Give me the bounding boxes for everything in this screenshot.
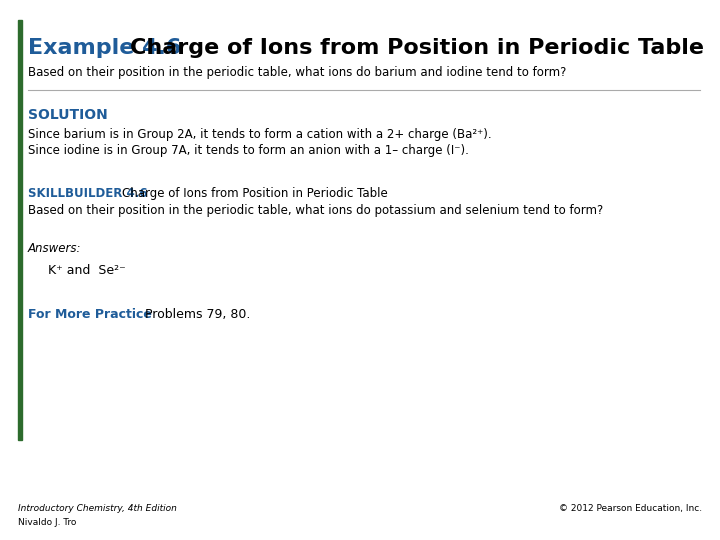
Text: Nivaldo J. Tro: Nivaldo J. Tro [18,518,76,527]
Text: Charge of Ions from Position in Periodic Table: Charge of Ions from Position in Periodic… [122,187,388,200]
Text: For More Practice: For More Practice [28,308,152,321]
Text: Based on their position in the periodic table, what ions do potassium and seleni: Based on their position in the periodic … [28,204,603,217]
Text: Answers:: Answers: [28,242,81,255]
Text: Problems 79, 80.: Problems 79, 80. [145,308,251,321]
Text: K⁺ and  Se²⁻: K⁺ and Se²⁻ [40,264,126,277]
Text: Based on their position in the periodic table, what ions do barium and iodine te: Based on their position in the periodic … [28,66,567,79]
Text: Example 4.6: Example 4.6 [28,38,189,58]
Text: SOLUTION: SOLUTION [28,108,108,122]
Text: Charge of Ions from Position in Periodic Table: Charge of Ions from Position in Periodic… [130,38,704,58]
Text: © 2012 Pearson Education, Inc.: © 2012 Pearson Education, Inc. [559,504,702,513]
Text: SKILLBUILDER 4.6: SKILLBUILDER 4.6 [28,187,148,200]
Text: Introductory Chemistry, 4th Edition: Introductory Chemistry, 4th Edition [18,504,177,513]
Text: Since iodine is in Group 7A, it tends to form an anion with a 1– charge (I⁻).: Since iodine is in Group 7A, it tends to… [28,144,469,157]
Text: Since barium is in Group 2A, it tends to form a cation with a 2+ charge (Ba²⁺).: Since barium is in Group 2A, it tends to… [28,128,492,141]
Bar [18,20,22,440]
